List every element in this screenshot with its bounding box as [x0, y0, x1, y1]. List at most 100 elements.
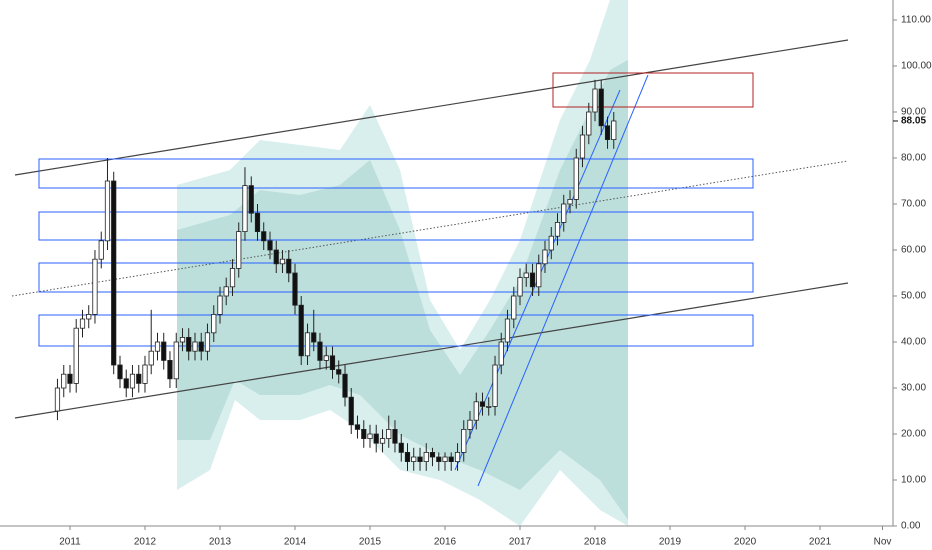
candle-body [279, 258, 286, 265]
candle-body [611, 120, 617, 141]
candle-body [598, 88, 604, 127]
candle-body [492, 364, 498, 407]
x-tick-label: 2012 [134, 537, 157, 548]
target-zone [552, 72, 754, 108]
x-tick-label: 2021 [809, 537, 832, 548]
zone [38, 262, 754, 293]
y-tick-label: 100.00 [901, 61, 932, 72]
y-tick-label: 0.00 [901, 521, 921, 532]
candle-body [61, 373, 67, 389]
candle-body [361, 429, 367, 440]
zone [38, 158, 754, 189]
candle-body [467, 419, 473, 430]
x-tick-label: 2016 [434, 537, 457, 548]
candle-body [417, 456, 423, 463]
candle-body [336, 369, 342, 375]
channel-line [477, 74, 649, 487]
candle-body [304, 332, 311, 357]
candle-body [479, 401, 486, 407]
candle-body [498, 341, 504, 366]
candle-body [54, 387, 61, 412]
y-tick-label: 30.00 [901, 383, 926, 394]
candle-body [286, 258, 292, 274]
candle-body [604, 125, 611, 141]
candle-body [104, 180, 111, 242]
candle-body [86, 314, 92, 320]
candle-body [592, 88, 598, 113]
candle-body [423, 452, 429, 463]
candle-body [398, 442, 404, 453]
candle-body [373, 433, 379, 444]
candle-body [179, 337, 186, 343]
candle-body [273, 249, 279, 265]
candle-body [142, 364, 148, 384]
candle-body [548, 235, 554, 251]
x-tick-label: Nov [874, 537, 892, 548]
candle-body [298, 304, 304, 357]
candle-body [404, 452, 411, 463]
candle-body [311, 332, 317, 343]
x-tick-label: 2018 [584, 537, 607, 548]
y-tick-label: 20.00 [901, 429, 926, 440]
candle-body [442, 456, 448, 463]
trendline [14, 39, 849, 176]
candle-body [567, 199, 573, 205]
candle-body [67, 373, 73, 384]
last-price-label: 88.05 [901, 116, 926, 127]
y-tick-label: 80.00 [901, 153, 926, 164]
candle-body [354, 424, 361, 430]
candle-body [167, 360, 173, 380]
candle-body [448, 456, 454, 463]
candle-body [561, 203, 567, 223]
y-tick-label: 40.00 [901, 337, 926, 348]
candle-body [204, 332, 211, 352]
candle-body [242, 185, 248, 233]
candle-body [248, 185, 254, 214]
candle-body [186, 337, 192, 352]
x-tick-label: 2019 [659, 537, 682, 548]
candle-body [229, 268, 236, 288]
x-tick-label: 2020 [734, 537, 757, 548]
candle-body [523, 272, 529, 279]
y-tick-label: 10.00 [901, 475, 926, 486]
trendline [14, 282, 849, 419]
candle-body [136, 373, 142, 384]
candle-body [292, 272, 298, 306]
candle-body [461, 429, 467, 453]
candle-body [586, 111, 592, 136]
y-tick-label: 60.00 [901, 245, 926, 256]
candle-body [329, 355, 336, 371]
zone [38, 314, 754, 347]
candle-body [504, 318, 511, 343]
candle-body [542, 249, 548, 265]
candle-body [379, 438, 386, 444]
candle-body [342, 373, 348, 398]
candle-body [573, 157, 579, 200]
candle-body [129, 373, 136, 389]
candle-body [411, 456, 417, 463]
x-tick-label: 2013 [209, 537, 232, 548]
x-tick-label: 2017 [509, 537, 532, 548]
candle-body [217, 295, 223, 315]
candle-body [98, 240, 104, 260]
candle-body [192, 341, 198, 352]
candle-body [261, 231, 267, 242]
candle-body [117, 364, 123, 380]
candle-body [173, 341, 179, 380]
candle-body [223, 286, 229, 297]
candle-body [323, 355, 329, 361]
candle-body [473, 401, 479, 421]
candle-body [92, 258, 98, 315]
candle-body [579, 134, 586, 159]
candle-body [517, 277, 523, 297]
y-tick-label: 90.00 [901, 107, 926, 118]
candle-body [386, 429, 392, 440]
candle-body [236, 231, 242, 269]
x-tick-label: 2014 [284, 537, 307, 548]
candle-body [511, 295, 517, 320]
y-tick-label: 50.00 [901, 291, 926, 302]
candle-body [161, 341, 167, 361]
candle-body [123, 378, 129, 389]
candle-body [429, 452, 436, 458]
